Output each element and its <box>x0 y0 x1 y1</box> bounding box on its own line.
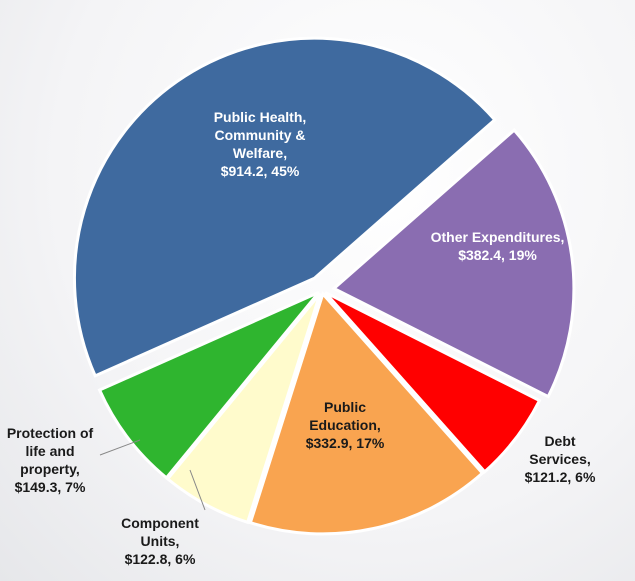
pie-slice <box>331 127 576 399</box>
value-label: $914.2, 45% <box>220 163 300 179</box>
value-label: $149.3, 7% <box>14 479 86 495</box>
slice-label: Component Units, $122.8, 6% <box>110 514 210 568</box>
leader-line <box>99 439 141 456</box>
category-label: Public Health, Community & Welfare, <box>213 109 307 161</box>
pie-slice <box>72 36 497 378</box>
slice-label: Public Health, Community & Welfare, $914.… <box>195 108 325 180</box>
pie-slice <box>165 292 322 525</box>
pie-slice <box>248 290 485 536</box>
category-label: Public Education, <box>309 399 381 433</box>
value-label: $382.4, 19% <box>458 247 537 263</box>
slice-label: Other Expenditures, $382.4, 19% <box>430 228 565 264</box>
pie-slice <box>324 291 542 474</box>
value-label: $122.8, 6% <box>124 551 196 567</box>
pie-slice <box>97 291 320 480</box>
slice-label: Debt Services, $121.2, 6% <box>520 432 600 486</box>
category-label: Debt Services, <box>529 433 591 467</box>
category-label: Component Units, <box>121 515 199 549</box>
category-label: Protection of life and property, <box>6 425 94 477</box>
category-label: Other Expenditures, <box>430 229 565 245</box>
leader-line <box>189 469 206 511</box>
value-label: $332.9, 17% <box>305 435 385 451</box>
value-label: $121.2, 6% <box>524 469 596 485</box>
slice-label: Public Education, $332.9, 17% <box>290 398 400 452</box>
slice-label: Protection of life and property, $149.3, … <box>0 424 100 496</box>
